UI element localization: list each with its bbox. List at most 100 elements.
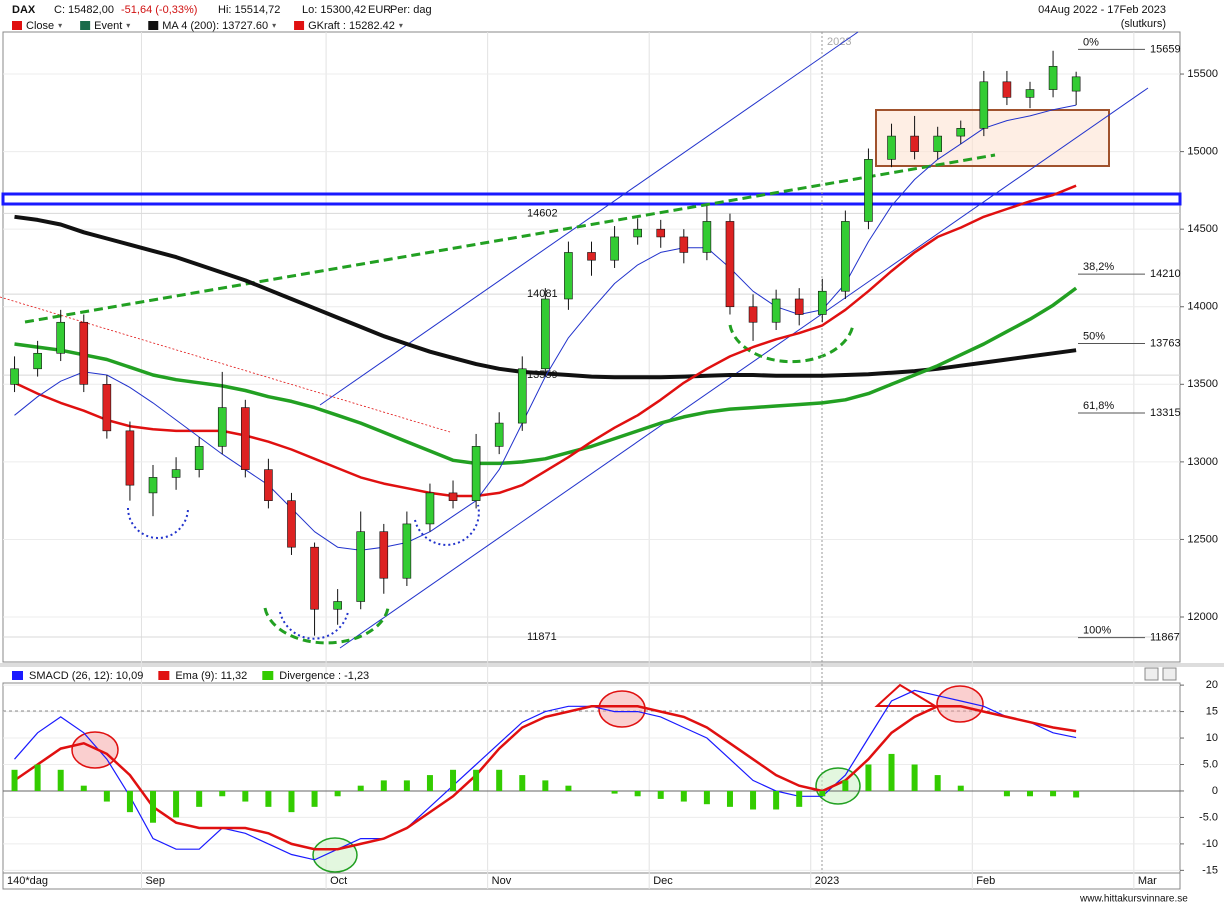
candle-body [1048, 65, 1058, 90]
candle-body [1025, 89, 1035, 98]
divergence-bar [242, 790, 249, 802]
candle-body [494, 422, 504, 447]
close-icon[interactable] [1162, 667, 1177, 681]
y-tick-label: 10 [1206, 732, 1218, 744]
candle-body [310, 546, 319, 610]
divergence-bar [565, 785, 572, 791]
divergence-bar [888, 753, 895, 791]
candle-body [171, 469, 181, 478]
divergence-bar [703, 790, 710, 805]
legend-label: Divergence : -1,23 [279, 670, 369, 682]
trend-line [24, 153, 996, 324]
candle-body [887, 135, 896, 160]
arc [728, 324, 855, 364]
divergence-bar [611, 790, 618, 794]
y-tick-label: 20 [1206, 679, 1218, 691]
divergence-bar [542, 780, 549, 791]
arc [263, 607, 390, 645]
year-marker: 2023 [827, 36, 851, 48]
divergence-bar [103, 790, 110, 802]
candle-body [471, 446, 481, 501]
candle-body [817, 290, 827, 315]
divergence-bar [680, 790, 687, 802]
divergence-bar [911, 764, 918, 791]
legend-label: MA 4 (200): 13727.60 [162, 20, 268, 32]
line-series [14, 286, 1078, 466]
divergence-bar [842, 780, 849, 791]
tool-icon[interactable] [1144, 667, 1159, 681]
divergence-bar [11, 769, 18, 791]
candle-body [148, 477, 158, 494]
candle-body [956, 128, 966, 137]
candle-body [448, 492, 458, 501]
price-mode: (slutkurs) [1121, 18, 1166, 30]
period: Per: dag [390, 4, 432, 16]
fib-value: 15659 [1150, 43, 1181, 55]
level-label: 14081 [527, 288, 558, 300]
candle-body [356, 531, 366, 602]
y-tick-label: 0 [1212, 785, 1218, 797]
candle-body [656, 228, 666, 238]
fib-value: 11867 [1150, 632, 1180, 644]
divergence-bar [934, 775, 941, 791]
y-tick-label: 15500 [1187, 68, 1218, 80]
y-tick-label: 13500 [1187, 378, 1218, 390]
fib-label: 38,2% [1083, 261, 1114, 273]
legend-dropdown: ▾ [272, 21, 276, 30]
candle-body [333, 601, 342, 610]
highlight [71, 731, 119, 769]
divergence-bar [196, 790, 203, 807]
line-series [14, 104, 1077, 551]
legend-label: SMACD (26, 12): 10,09 [29, 670, 143, 682]
fib-label: 0% [1083, 36, 1099, 48]
timeframe: 140*dag [7, 875, 48, 887]
y-tick-label: 12000 [1187, 611, 1218, 623]
divergence-bar [750, 790, 757, 810]
line-series [13, 705, 1077, 851]
y-tick-label: 12500 [1187, 533, 1218, 545]
legend-label: Event [94, 20, 122, 32]
candle-body [379, 531, 389, 579]
candle-body [679, 236, 689, 253]
fib-label: 61,8% [1083, 400, 1114, 412]
legend-swatch [12, 671, 23, 680]
y-tick-label: 13000 [1187, 456, 1218, 468]
site: www.hittakursvinnare.se [1079, 894, 1188, 905]
high-label: Hi: 15514,72 [218, 4, 280, 16]
y-tick-label: 14500 [1187, 223, 1218, 235]
level-label: 14602 [527, 207, 558, 219]
y-tick-label: 5.0 [1203, 758, 1218, 770]
y-tick-label: -10 [1202, 838, 1218, 850]
legend-swatch [148, 21, 159, 30]
candle-body [910, 135, 919, 152]
candle-body [264, 469, 273, 501]
fib-value: 14210 [1150, 268, 1181, 280]
divergence-bar [473, 769, 480, 791]
candle-body [125, 430, 135, 486]
candle-body [633, 228, 642, 238]
fib-label: 50% [1083, 330, 1105, 342]
legend-dropdown: ▾ [399, 21, 403, 30]
highlight [936, 685, 984, 723]
candle-body [402, 523, 412, 579]
divergence-bar [334, 790, 341, 797]
candle-body [979, 81, 989, 129]
level-label: 11871 [527, 631, 557, 643]
divergence-bar [657, 790, 664, 799]
divergence-bar [773, 790, 780, 810]
legend-swatch [294, 21, 305, 30]
legend-swatch [262, 671, 274, 680]
divergence-bar [265, 790, 272, 807]
x-tick-label: Nov [492, 875, 512, 887]
candle-body [933, 135, 942, 152]
y-tick-label: -15 [1202, 864, 1218, 876]
divergence-bar [1073, 790, 1080, 798]
divergence-bar [634, 790, 641, 797]
candle-body [564, 252, 573, 300]
candle-body [194, 446, 204, 470]
candle-body [425, 492, 435, 525]
low-label: Lo: 15300,42 [302, 4, 366, 16]
divergence-bar [311, 790, 318, 807]
y-tick-label: 15000 [1187, 146, 1218, 158]
